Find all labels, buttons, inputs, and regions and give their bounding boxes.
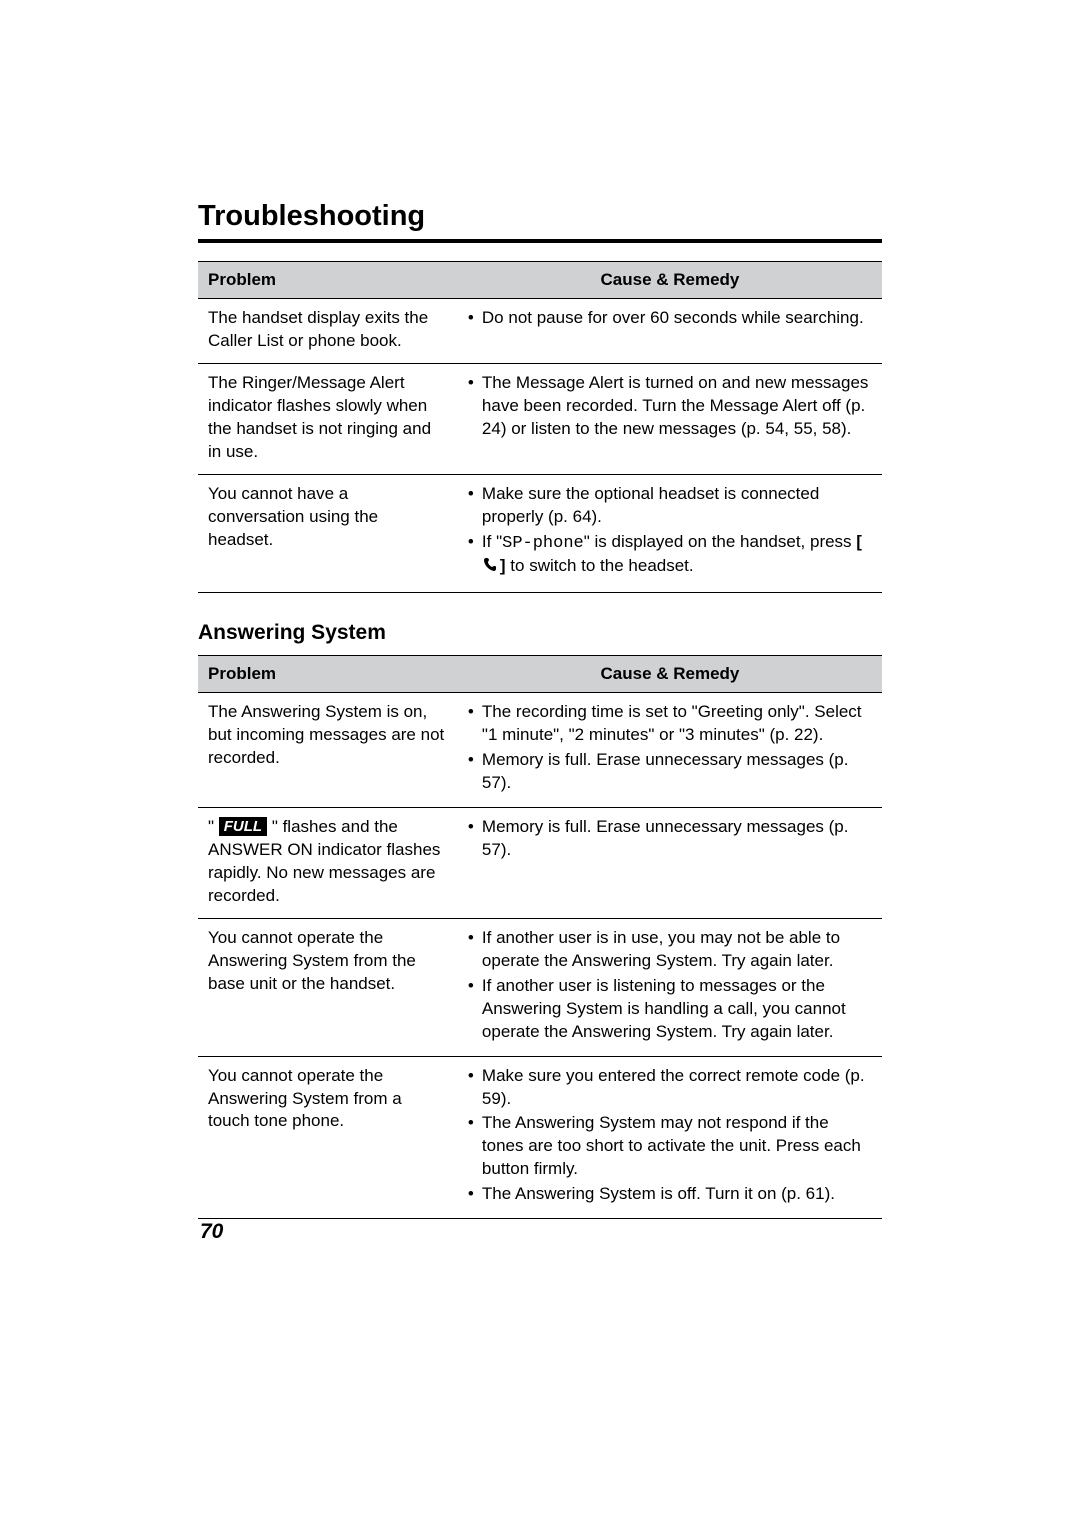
page-number: 70	[200, 1220, 223, 1244]
remedy-item: The Answering System is off. Turn it on …	[468, 1183, 872, 1206]
text: to switch to the headset.	[506, 556, 694, 575]
table-row: You cannot have a conversation using the…	[198, 474, 882, 593]
remedy-cell: The Message Alert is turned on and new m…	[458, 363, 882, 474]
problem-cell: You cannot have a conversation using the…	[198, 474, 458, 593]
remedy-item: The recording time is set to "Greeting o…	[468, 701, 872, 747]
problem-cell: The Answering System is on, but incoming…	[198, 693, 458, 808]
remedy-item: If "SP-phone" is displayed on the handse…	[468, 531, 872, 581]
remedy-cell: Make sure you entered the correct remote…	[458, 1056, 882, 1219]
remedy-cell: The recording time is set to "Greeting o…	[458, 693, 882, 808]
text: "	[208, 817, 219, 836]
remedy-item: If another user is in use, you may not b…	[468, 927, 872, 973]
code-text: SP-phone	[502, 534, 584, 553]
remedy-item: Do not pause for over 60 seconds while s…	[468, 307, 872, 330]
col-remedy: Cause & Remedy	[458, 656, 882, 693]
problem-cell: " FULL " flashes and the ANSWER ON indic…	[198, 808, 458, 919]
bracket: [	[856, 532, 862, 551]
col-remedy: Cause & Remedy	[458, 262, 882, 299]
remedy-item: Memory is full. Erase unnecessary messag…	[468, 816, 872, 862]
remedy-cell: If another user is in use, you may not b…	[458, 918, 882, 1056]
table-row: The handset display exits the Caller Lis…	[198, 299, 882, 364]
text: If "	[482, 532, 502, 551]
troubleshooting-table-2: Problem Cause & Remedy The Answering Sys…	[198, 655, 882, 1219]
remedy-item: If another user is listening to messages…	[468, 975, 872, 1044]
page-title: Troubleshooting	[198, 200, 882, 233]
table-row: The Answering System is on, but incoming…	[198, 693, 882, 808]
full-badge: FULL	[219, 817, 267, 836]
remedy-cell: Memory is full. Erase unnecessary messag…	[458, 808, 882, 919]
problem-cell: You cannot operate the Answering System …	[198, 918, 458, 1056]
problem-cell: The handset display exits the Caller Lis…	[198, 299, 458, 364]
remedy-item: Make sure you entered the correct remote…	[468, 1065, 872, 1111]
title-rule	[198, 239, 882, 243]
remedy-cell: Make sure the optional headset is connec…	[458, 474, 882, 593]
text: " is displayed on the handset, press	[584, 532, 857, 551]
col-problem: Problem	[198, 262, 458, 299]
remedy-cell: Do not pause for over 60 seconds while s…	[458, 299, 882, 364]
table-row: You cannot operate the Answering System …	[198, 918, 882, 1056]
table-row: The Ringer/Message Alert indicator flash…	[198, 363, 882, 474]
section-subheading: Answering System	[198, 621, 882, 645]
remedy-item: Memory is full. Erase unnecessary messag…	[468, 749, 872, 795]
table-row: You cannot operate the Answering System …	[198, 1056, 882, 1219]
remedy-item: Make sure the optional headset is connec…	[468, 483, 872, 529]
remedy-item: The Answering System may not respond if …	[468, 1112, 872, 1181]
troubleshooting-table-1: Problem Cause & Remedy The handset displ…	[198, 261, 882, 593]
table-row: " FULL " flashes and the ANSWER ON indic…	[198, 808, 882, 919]
problem-cell: You cannot operate the Answering System …	[198, 1056, 458, 1219]
remedy-item: The Message Alert is turned on and new m…	[468, 372, 872, 441]
problem-cell: The Ringer/Message Alert indicator flash…	[198, 363, 458, 474]
talk-icon	[482, 557, 500, 580]
col-problem: Problem	[198, 656, 458, 693]
